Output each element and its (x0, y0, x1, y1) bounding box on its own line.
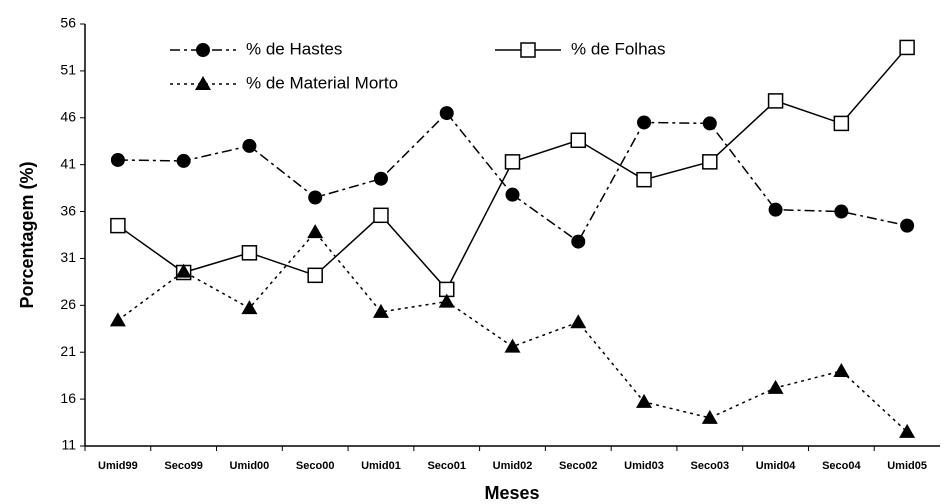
y-tick-label: 16 (60, 390, 76, 406)
x-axis-label: Meses (484, 483, 539, 503)
y-tick-label: 56 (60, 15, 76, 31)
marker (175, 263, 192, 278)
x-tick-label: Umid01 (361, 460, 401, 472)
series-line (117, 231, 908, 433)
marker (110, 152, 125, 167)
marker (768, 202, 783, 217)
x-tick-label: Seco01 (427, 460, 466, 472)
x-tick-label: Umid99 (98, 460, 138, 472)
marker (109, 312, 126, 327)
y-tick-label: 41 (60, 155, 76, 171)
marker (438, 293, 455, 308)
marker (833, 362, 850, 377)
marker (899, 39, 915, 56)
x-tick-label: Seco02 (559, 460, 598, 472)
x-tick-label: Umid04 (756, 460, 797, 472)
x-tick-label: Seco00 (296, 460, 335, 472)
y-tick-label: 31 (60, 249, 76, 265)
x-tick-label: Umid02 (493, 460, 533, 472)
marker (767, 379, 784, 394)
marker (702, 116, 717, 131)
marker (195, 76, 211, 90)
marker (701, 409, 718, 424)
marker (899, 423, 916, 438)
marker (900, 218, 915, 233)
y-tick-label: 36 (60, 202, 76, 218)
marker (637, 115, 652, 130)
x-tick-label: Umid00 (230, 460, 270, 472)
marker (636, 171, 652, 188)
y-tick-label: 51 (60, 62, 76, 78)
marker (636, 393, 653, 408)
marker (833, 115, 850, 132)
x-tick-label: Seco04 (822, 460, 861, 472)
marker (242, 138, 257, 153)
marker (373, 171, 388, 186)
marker (241, 300, 258, 315)
marker (504, 154, 521, 170)
legend-label: % de Hastes (246, 39, 342, 58)
y-tick-label: 21 (60, 343, 76, 359)
marker (439, 106, 454, 121)
marker (307, 224, 324, 239)
y-tick-label: 26 (60, 296, 76, 312)
marker (307, 267, 323, 284)
marker (570, 314, 587, 329)
marker (308, 190, 323, 205)
y-tick-label: 46 (60, 108, 76, 124)
marker (520, 42, 536, 58)
marker (241, 245, 258, 261)
marker (570, 132, 587, 149)
x-tick-label: Umid05 (887, 460, 927, 472)
marker (834, 204, 849, 219)
x-tick-label: Seco03 (691, 460, 730, 472)
marker (571, 234, 586, 249)
marker (176, 153, 191, 168)
x-tick-label: Seco99 (164, 460, 203, 472)
series-line (117, 111, 908, 243)
marker (372, 303, 389, 318)
marker (504, 338, 521, 353)
marker (110, 217, 126, 234)
marker (767, 93, 784, 109)
y-tick-label: 11 (61, 437, 76, 453)
marker (373, 207, 389, 224)
marker (505, 187, 520, 202)
marker (196, 43, 210, 57)
marker (702, 154, 718, 170)
legend-label: % de Folhas (571, 39, 666, 58)
legend-label: % de Material Morto (246, 73, 398, 92)
y-axis-label: Porcentagem (%) (17, 161, 37, 308)
x-tick-label: Umid03 (624, 460, 664, 472)
